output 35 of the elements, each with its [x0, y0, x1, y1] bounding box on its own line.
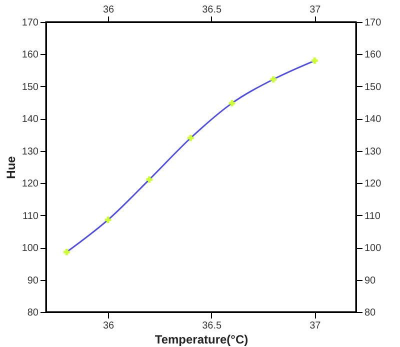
point	[228, 100, 236, 106]
y-tick-label: 90	[27, 275, 39, 286]
y2-tick-label: 140	[364, 114, 382, 126]
x2-tick-label: 37	[310, 320, 322, 332]
y-tick-label: 170	[22, 18, 39, 28]
x2-tick-label: 36	[102, 320, 114, 332]
y-tick-label: 160	[22, 50, 39, 61]
y2-tick-label: 150	[364, 82, 382, 93]
y-axis-title: Hue	[4, 156, 18, 179]
y2-tick-label: 120	[364, 178, 382, 190]
point	[146, 176, 152, 183]
y-tick-label: 130	[22, 146, 39, 158]
y2-tick-label: 130	[364, 146, 382, 158]
x-tick-label: 36	[102, 4, 114, 16]
x-axis-title: Temperature(°C)	[154, 332, 248, 346]
y2-tick-label: 160	[364, 50, 382, 61]
y-tick-label: 100	[22, 243, 39, 254]
y2-tick-label: 170	[364, 18, 382, 28]
y-tick-label: 110	[22, 210, 39, 222]
x2-tick-label: 36.5	[202, 320, 222, 332]
y2-tick-label: 80	[364, 308, 376, 318]
y-tick-label: 140	[22, 114, 39, 126]
point	[104, 216, 112, 224]
y2-tick-label: 100	[364, 243, 382, 254]
x-tick-label: 37	[310, 4, 322, 16]
point	[270, 76, 276, 83]
y-tick-label: 150	[22, 82, 39, 93]
point	[312, 58, 318, 64]
y2-tick-label: 90	[364, 275, 376, 286]
point	[64, 248, 70, 256]
x-tick-label: 36.5	[202, 4, 222, 16]
point	[188, 134, 194, 142]
y-tick-label: 120	[22, 178, 39, 190]
y-tick-label: 80	[27, 308, 39, 318]
y2-tick-label: 110	[364, 210, 381, 222]
